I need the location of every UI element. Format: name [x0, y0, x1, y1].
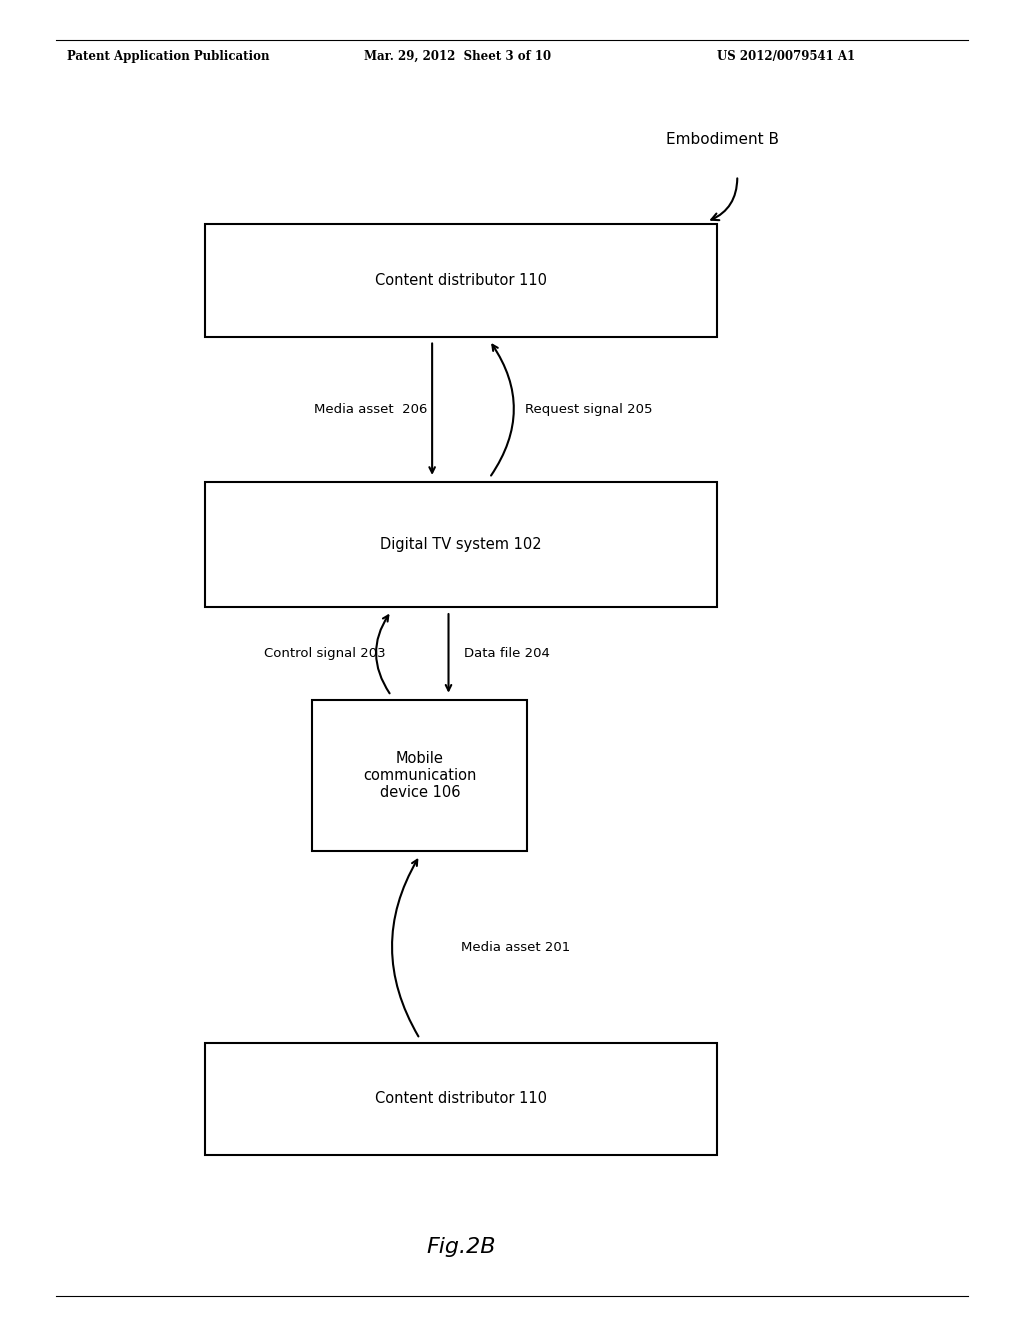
Text: US 2012/0079541 A1: US 2012/0079541 A1 — [717, 50, 855, 63]
FancyBboxPatch shape — [205, 1043, 717, 1155]
FancyArrowPatch shape — [712, 178, 737, 220]
FancyBboxPatch shape — [312, 700, 527, 851]
Text: Request signal 205: Request signal 205 — [525, 403, 653, 416]
Text: Digital TV system 102: Digital TV system 102 — [380, 537, 542, 552]
Text: Embodiment B: Embodiment B — [666, 132, 778, 147]
Text: Media asset  206: Media asset 206 — [313, 403, 427, 416]
FancyBboxPatch shape — [205, 224, 717, 337]
Text: Fig.2B: Fig.2B — [426, 1237, 496, 1257]
Text: Content distributor 110: Content distributor 110 — [375, 1092, 547, 1106]
Text: Mar. 29, 2012  Sheet 3 of 10: Mar. 29, 2012 Sheet 3 of 10 — [364, 50, 551, 63]
Text: Media asset 201: Media asset 201 — [461, 941, 570, 953]
Text: Data file 204: Data file 204 — [464, 647, 550, 660]
Text: Mobile
communication
device 106: Mobile communication device 106 — [364, 751, 476, 800]
Text: Content distributor 110: Content distributor 110 — [375, 273, 547, 288]
FancyBboxPatch shape — [205, 482, 717, 607]
Text: Patent Application Publication: Patent Application Publication — [67, 50, 269, 63]
Text: Control signal 203: Control signal 203 — [264, 647, 386, 660]
